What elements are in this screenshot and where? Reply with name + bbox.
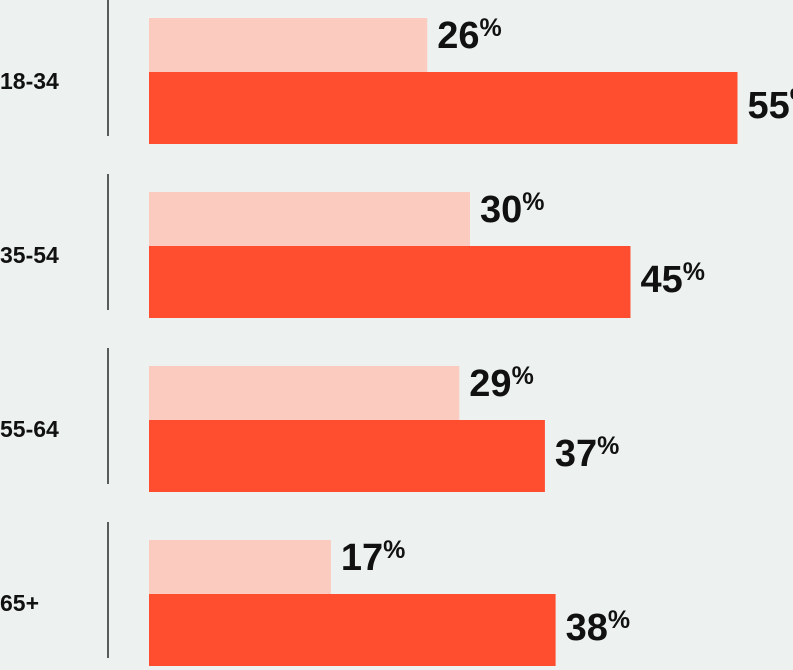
data-label: 29% [469, 362, 534, 405]
bar-dark-65+ [149, 594, 556, 666]
data-label: 30% [480, 188, 545, 231]
bar-dark-35-54 [149, 246, 631, 318]
data-label: 17% [341, 536, 406, 579]
bar-dark-18-34 [149, 72, 738, 144]
data-label: 26% [437, 14, 502, 57]
category-label: 65+ [0, 590, 39, 616]
data-label: 38% [566, 606, 631, 649]
data-label: 55% [748, 84, 793, 127]
bar-dark-55-64 [149, 420, 545, 492]
category-label: 35-54 [0, 242, 59, 268]
data-label: 45% [641, 258, 706, 301]
category-label: 18-34 [0, 68, 59, 94]
category-label: 55-64 [0, 416, 59, 442]
data-label: 37% [555, 432, 620, 475]
